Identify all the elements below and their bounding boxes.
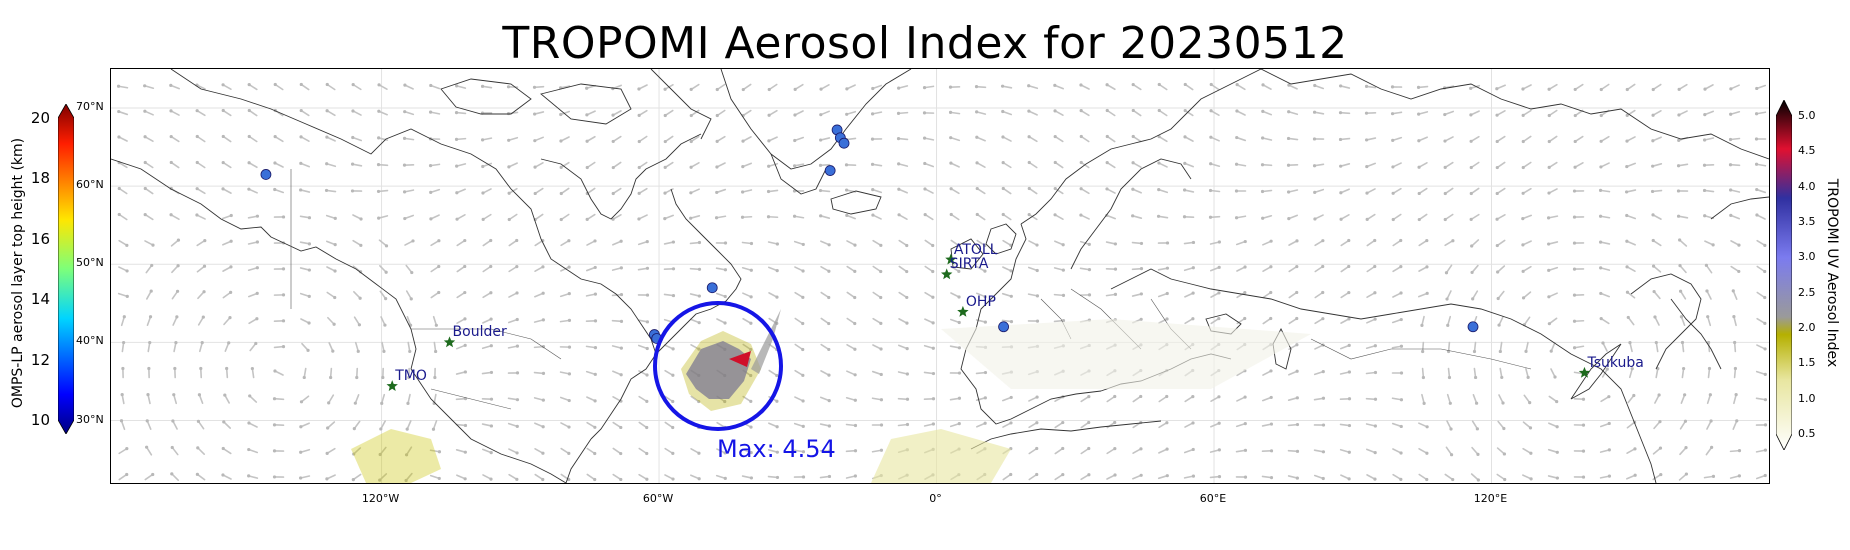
site-marker bbox=[1578, 366, 1591, 378]
max-aerosol-circle bbox=[653, 301, 783, 431]
right-colorbar-tick: 3.0 bbox=[1798, 250, 1816, 264]
left-colorbar-tick: 12 bbox=[30, 350, 50, 369]
omps-point bbox=[838, 137, 850, 149]
aerosol-plume bbox=[686, 341, 751, 399]
latitude-label: 30°N bbox=[76, 412, 104, 426]
site-label: TMO bbox=[395, 368, 427, 385]
ground-sites bbox=[386, 253, 1591, 391]
right-colorbar-tick: 3.5 bbox=[1798, 215, 1816, 228]
site-marker bbox=[386, 380, 398, 391]
site-label: SIRTA bbox=[949, 256, 989, 273]
left-colorbar-tick: 18 bbox=[30, 169, 50, 188]
latitude-label: 70°N bbox=[76, 100, 104, 114]
left-colorbar-tick: 14 bbox=[30, 290, 50, 309]
site-label: Tsukuba bbox=[1587, 354, 1644, 371]
longitude-label: 120°E bbox=[1473, 492, 1508, 505]
max-aerosol-label: Max: 4.54 bbox=[717, 435, 836, 463]
site-label: Boulder bbox=[452, 324, 507, 341]
right-colorbar-tick: 4.0 bbox=[1798, 179, 1816, 193]
latitude-label: 40°N bbox=[76, 334, 104, 348]
longitude-label: 120°W bbox=[361, 492, 400, 505]
latitude-label: 60°N bbox=[76, 178, 104, 192]
aerosol-plume-halo bbox=[681, 331, 761, 411]
site-marker bbox=[941, 268, 953, 280]
site-marker bbox=[945, 253, 957, 265]
graticule bbox=[111, 69, 1769, 483]
right-colorbar-tick: 1.0 bbox=[1798, 391, 1816, 405]
left-colorbar bbox=[58, 104, 74, 434]
map-canvas bbox=[111, 69, 1769, 483]
omps-points bbox=[260, 124, 1479, 344]
left-colorbar-tick: 20 bbox=[30, 109, 50, 127]
right-colorbar-tick: 1.5 bbox=[1798, 356, 1816, 370]
omps-point bbox=[706, 282, 718, 294]
latitude-label: 50°N bbox=[76, 256, 104, 270]
right-colorbar-tick: 0.5 bbox=[1798, 427, 1816, 440]
omps-point bbox=[1467, 321, 1479, 333]
longitude-label: 60°W bbox=[642, 492, 674, 505]
right-colorbar-label: TROPOMI UV Aerosol Index bbox=[1824, 178, 1840, 368]
right-colorbar-tick: 5.0 bbox=[1798, 109, 1816, 122]
right-colorbar-tick: 4.5 bbox=[1798, 144, 1816, 158]
longitude-label: 0° bbox=[929, 492, 942, 505]
coastlines bbox=[111, 69, 1769, 483]
omps-point bbox=[260, 169, 272, 180]
wind-arrows bbox=[116, 82, 1768, 483]
omps-point bbox=[824, 165, 836, 176]
site-label: ATOLL bbox=[953, 241, 998, 258]
left-colorbar-label: OMPS-LP aerosol layer top height (km) bbox=[10, 137, 26, 409]
longitude-label: 60°E bbox=[1199, 492, 1227, 505]
right-colorbar-tick: 2.5 bbox=[1798, 285, 1816, 299]
omps-point bbox=[998, 321, 1009, 333]
aerosol-peak bbox=[729, 351, 751, 367]
right-colorbar-tick: 2.0 bbox=[1798, 321, 1816, 334]
left-colorbar-tick: 16 bbox=[30, 229, 50, 248]
aerosol-field bbox=[351, 309, 1311, 483]
site-marker bbox=[443, 336, 456, 348]
right-colorbar bbox=[1776, 100, 1792, 450]
figure-title: TROPOMI Aerosol Index for 20230512 bbox=[502, 18, 1348, 69]
left-colorbar-tick: 10 bbox=[30, 411, 50, 429]
map-panel: ATOLL SIRTA OHP Boulder TMO Tsukuba Max: 4.54 bbox=[110, 68, 1770, 484]
site-label: OHP bbox=[965, 293, 996, 310]
site-marker bbox=[957, 305, 969, 317]
